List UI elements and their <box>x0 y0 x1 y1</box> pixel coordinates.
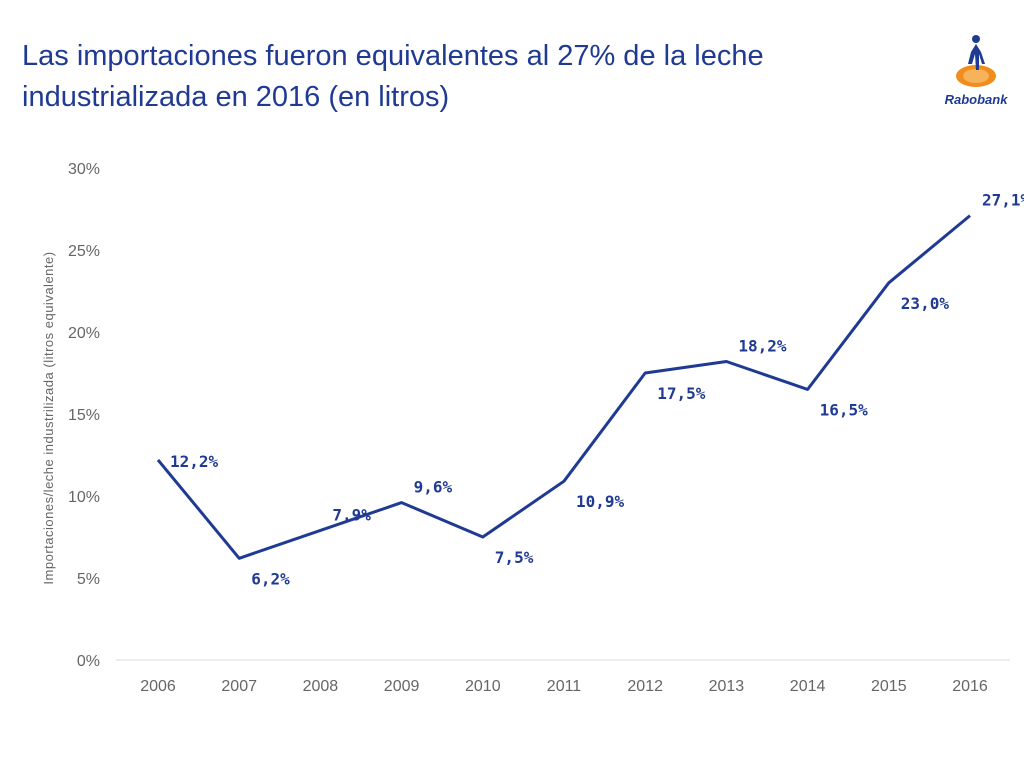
data-label: 7,5% <box>495 548 534 567</box>
y-tick-label: 5% <box>77 571 100 588</box>
data-label: 17,5% <box>657 384 706 403</box>
x-tick-label: 2014 <box>790 678 826 695</box>
x-tick-label: 2013 <box>709 678 745 695</box>
y-tick-label: 25% <box>68 243 100 260</box>
data-label: 7,9% <box>332 505 371 524</box>
data-label: 27,1% <box>982 191 1024 210</box>
x-tick-label: 2016 <box>952 678 988 695</box>
x-tick-label: 2009 <box>384 678 420 695</box>
x-tick-label: 2008 <box>303 678 339 695</box>
x-tick-label: 2006 <box>140 678 176 695</box>
x-tick-label: 2007 <box>221 678 257 695</box>
logo-wordmark: Rabobank <box>944 92 1008 107</box>
y-tick-label: 10% <box>68 489 100 506</box>
data-label: 9,6% <box>414 478 453 497</box>
rabobank-logo: Rabobank <box>938 30 1014 112</box>
data-label: 18,2% <box>738 337 787 356</box>
data-label: 23,0% <box>901 294 950 313</box>
rabobank-logo-icon <box>956 35 996 87</box>
y-tick-label: 30% <box>68 161 100 178</box>
data-label: 6,2% <box>251 569 290 588</box>
x-tick-label: 2015 <box>871 678 907 695</box>
x-tick-label: 2010 <box>465 678 501 695</box>
x-tick-label: 2012 <box>627 678 663 695</box>
data-label: 10,9% <box>576 492 625 511</box>
data-label: 16,5% <box>820 400 869 419</box>
data-label: 12,2% <box>170 452 219 471</box>
y-tick-label: 15% <box>68 407 100 424</box>
y-tick-label: 20% <box>68 325 100 342</box>
x-tick-label: 2011 <box>547 678 582 695</box>
page-title: Las importaciones fueron equivalentes al… <box>22 40 764 113</box>
y-tick-label: 0% <box>77 653 100 670</box>
series-line <box>156 214 971 560</box>
y-axis-title: Importaciones/leche industrilizada (litr… <box>41 251 56 584</box>
